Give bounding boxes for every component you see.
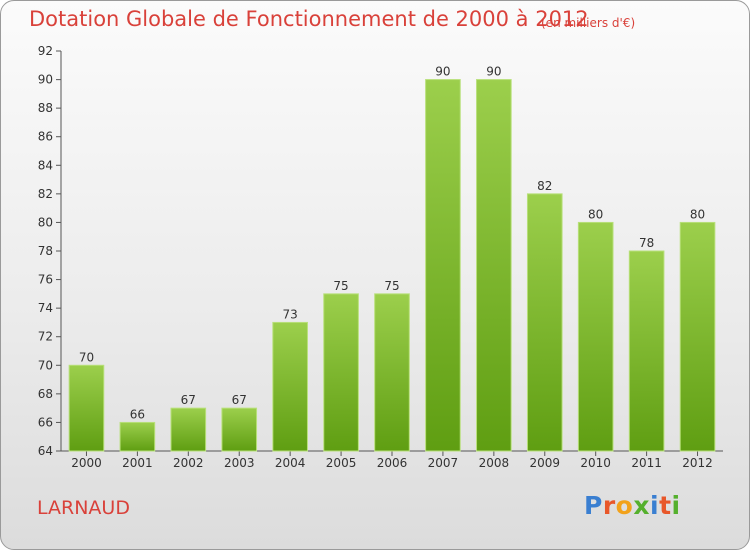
- x-tick-label-2002: 2002: [173, 456, 204, 470]
- logo-letter: r: [602, 491, 616, 520]
- bar-2000: [68, 364, 105, 452]
- value-label-2006: 75: [384, 279, 399, 293]
- y-tick-label: 88: [38, 101, 53, 115]
- value-label-2004: 73: [283, 307, 298, 321]
- y-tick-label: 72: [38, 330, 53, 344]
- value-label-2002: 67: [181, 393, 196, 407]
- logo-letter: o: [615, 491, 634, 520]
- chart-subtitle: (en milliers d'€): [541, 16, 636, 30]
- bar-2007: [425, 79, 461, 452]
- x-tick-label-2000: 2000: [71, 456, 102, 470]
- x-tick-label-2004: 2004: [275, 456, 306, 470]
- bar-2006: [374, 293, 410, 452]
- y-tick-label: 68: [38, 387, 53, 401]
- x-tick-label-2005: 2005: [326, 456, 357, 470]
- bar-2008: [476, 79, 512, 452]
- y-tick-label: 74: [38, 301, 53, 315]
- bar-2001: [119, 421, 156, 452]
- x-tick-label-2012: 2012: [682, 456, 713, 470]
- y-tick-label: 66: [38, 415, 53, 429]
- x-tick-label-2007: 2007: [428, 456, 459, 470]
- value-label-2007: 90: [435, 65, 450, 79]
- value-label-2009: 82: [537, 179, 552, 193]
- bar-2003: [221, 407, 258, 452]
- x-tick-label-2001: 2001: [122, 456, 153, 470]
- y-tick-label: 90: [38, 73, 53, 87]
- x-tick-label-2011: 2011: [631, 456, 662, 470]
- value-label-2001: 66: [130, 407, 145, 421]
- x-tick-label-2003: 2003: [224, 456, 255, 470]
- logo-letter: x: [633, 491, 650, 520]
- x-tick-label-2008: 2008: [479, 456, 510, 470]
- bar-2012: [679, 221, 716, 452]
- value-label-2000: 70: [79, 350, 94, 364]
- value-label-2008: 90: [486, 65, 501, 79]
- x-tick-label-2010: 2010: [580, 456, 611, 470]
- y-tick-label: 78: [38, 244, 53, 258]
- bar-2009: [526, 193, 563, 452]
- y-tick-label: 64: [38, 444, 53, 458]
- y-tick-label: 70: [38, 358, 53, 372]
- bar-2002: [170, 407, 207, 452]
- y-tick-label: 82: [38, 187, 53, 201]
- logo-letter: t: [659, 491, 672, 520]
- value-label-2010: 80: [588, 207, 603, 221]
- chart-axes: 64 66 68 70 72 74 76 78 80 82 84 86 88 90 92: [38, 44, 723, 458]
- commune-name: LARNAUD: [37, 497, 130, 519]
- y-tick-label: 80: [38, 215, 53, 229]
- logo-letter: P: [584, 491, 603, 520]
- chart-title: Dotation Globale de Fonctionnement de 20…: [29, 7, 589, 31]
- logo-letter: i: [650, 491, 660, 520]
- logo-letter: i: [671, 491, 681, 520]
- bar-2005: [323, 293, 359, 452]
- y-tick-label: 86: [38, 130, 53, 144]
- y-tick-label: 76: [38, 273, 53, 287]
- bar-2004: [272, 321, 308, 452]
- chart-bars: [68, 79, 716, 452]
- x-tick-label-2006: 2006: [377, 456, 408, 470]
- value-label-2011: 78: [639, 236, 654, 250]
- proxiti-logo: Proxiti: [584, 491, 681, 520]
- y-tick-label: 84: [38, 158, 53, 172]
- value-label-2012: 80: [690, 207, 705, 221]
- value-label-2005: 75: [333, 279, 348, 293]
- bar-2011: [628, 250, 665, 452]
- y-tick-label: 92: [38, 44, 53, 58]
- bar-2010: [577, 221, 614, 452]
- value-label-2003: 67: [232, 393, 247, 407]
- chart-labels: 70 2000 66 2001 67 2002 67 2003 73 2004 75 2005 75 20…: [71, 65, 713, 470]
- x-tick-label-2009: 2009: [529, 456, 560, 470]
